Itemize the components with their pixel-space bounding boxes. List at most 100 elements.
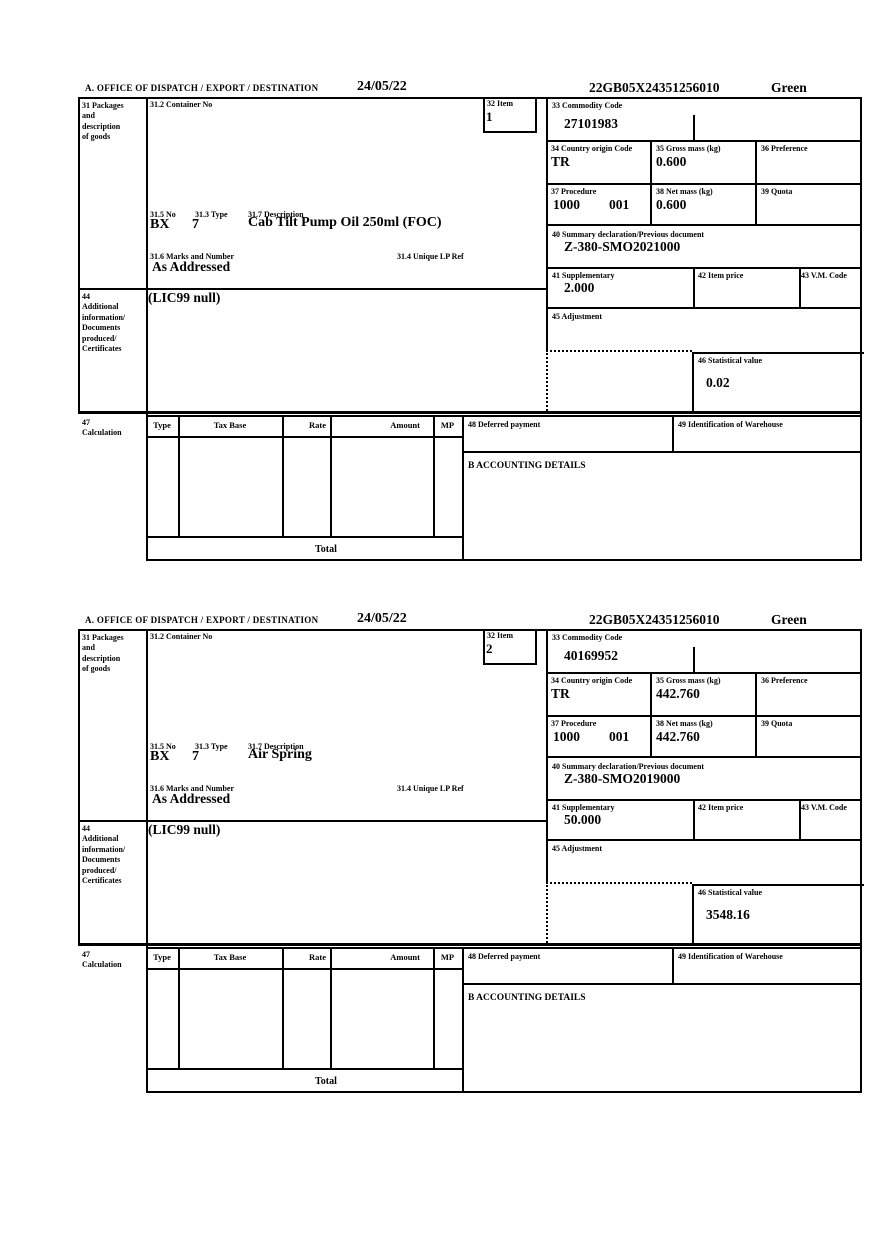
form-line	[178, 947, 180, 1070]
package-no: BX	[150, 217, 170, 232]
form-line	[78, 288, 548, 290]
goods-description: Cab Tilt Pump Oil 250ml (FOC)	[248, 215, 442, 230]
box34-origin-label: 34 Country origin Code	[551, 676, 633, 685]
statistical-value: 0.02	[706, 375, 730, 390]
form-line	[462, 983, 862, 985]
item-number: 1	[486, 109, 493, 124]
box31-6-marks-label: 31.6 Marks and Number	[150, 784, 235, 793]
form-line	[546, 715, 862, 717]
form-line	[78, 411, 862, 414]
form-line	[693, 799, 695, 839]
form-line	[146, 1091, 862, 1093]
form-line	[546, 224, 862, 226]
box31-2-container-label: 31.2 Container No	[150, 100, 213, 109]
form-line	[546, 307, 862, 309]
form-line	[282, 415, 284, 538]
net-mass-value: 0.600	[656, 197, 687, 212]
box40-summary-declaration-label: 40 Summary declaration/Previous document	[552, 762, 705, 771]
box32-item-label: 32 Item	[487, 99, 513, 108]
box31-packages-label: 31 Packages and description of goods	[82, 101, 124, 142]
statistical-value-box	[692, 352, 864, 413]
supplementary-units: 50.000	[564, 812, 602, 827]
box35-gross-mass-label: 35 Gross mass (kg)	[656, 676, 721, 685]
procedure-extension: 001	[609, 729, 630, 744]
box45-adjustment-label: 45 Adjustment	[552, 312, 603, 321]
box41-supplementary-label: 41 Supplementary	[552, 803, 615, 812]
form-line	[146, 559, 862, 561]
form-line	[546, 839, 862, 841]
box48-deferred-payment-label: 48 Deferred payment	[468, 952, 541, 961]
calc-col-type-header: Type	[153, 952, 171, 962]
form-line	[146, 1068, 464, 1070]
box44-additional-info-label: 44 Additional information/ Documents pro…	[82, 292, 126, 353]
box37-procedure-label: 37 Procedure	[551, 187, 597, 196]
form-line	[672, 415, 674, 453]
net-mass-value: 442.760	[656, 729, 700, 744]
item-number-box	[483, 97, 537, 133]
form-line	[755, 140, 757, 224]
box31-4-lp-ref-label: 31.4 Unique LP Ref	[397, 252, 464, 261]
declaration-reference: 22GB05X24351256010	[589, 612, 720, 627]
marks-and-number: As Addressed	[152, 791, 231, 806]
routing-indicator: Green	[771, 80, 807, 95]
box46-statistical-value-label: 46 Statistical value	[698, 888, 762, 897]
box31-packages-label: 31 Packages and description of goods	[82, 633, 124, 674]
form-line	[146, 436, 462, 438]
additional-information: (LIC99 null)	[148, 290, 221, 305]
gross-mass-value: 0.600	[656, 154, 687, 169]
form-line	[78, 97, 862, 99]
box35-gross-mass-label: 35 Gross mass (kg)	[656, 144, 721, 153]
form-dotted-line	[546, 882, 692, 884]
declaration-reference: 22GB05X24351256010	[589, 80, 720, 95]
form-line	[78, 629, 862, 631]
box46-statistical-value-label: 46 Statistical value	[698, 356, 762, 365]
box48-deferred-payment-label: 48 Deferred payment	[468, 420, 541, 429]
box31-6-marks-label: 31.6 Marks and Number	[150, 252, 235, 261]
country-origin-code: TR	[551, 154, 570, 169]
accounting-details-label: B ACCOUNTING DETAILS	[468, 993, 586, 1003]
box39-quota-label: 39 Quota	[761, 719, 793, 728]
form-line	[330, 947, 332, 1070]
item-number: 2	[486, 641, 493, 656]
additional-information: (LIC99 null)	[148, 822, 221, 837]
declaration-item-section: A. OFFICE OF DISPATCH / EXPORT / DESTINA…	[78, 79, 864, 562]
form-line	[78, 629, 80, 946]
box31-5-no-label: 31.5 No	[150, 210, 176, 219]
box32-item-label: 32 Item	[487, 631, 513, 640]
box45-adjustment-label: 45 Adjustment	[552, 844, 603, 853]
form-line	[799, 267, 801, 307]
form-line	[546, 267, 862, 269]
box31-7-description-label: 31.7 Description	[248, 742, 304, 751]
calc-col-amount-header: Amount	[390, 420, 420, 430]
commodity-code-separator	[693, 647, 695, 672]
form-line	[78, 820, 548, 822]
box38-net-mass-label: 38 Net mass (kg)	[656, 719, 713, 728]
form-line	[672, 947, 674, 985]
box42-item-price-label: 42 Item price	[698, 803, 744, 812]
form-line	[462, 415, 464, 561]
goods-description: Air Spring	[248, 747, 312, 762]
dispatch-date: 24/05/22	[357, 79, 407, 94]
form-line	[146, 947, 862, 949]
box49-warehouse-label: 49 Identification of Warehouse	[678, 420, 783, 429]
form-line	[146, 629, 148, 1093]
form-dotted-line	[546, 882, 548, 943]
form-line	[462, 451, 862, 453]
box39-quota-label: 39 Quota	[761, 187, 793, 196]
previous-document: Z-380-SMO2019000	[564, 771, 681, 786]
box34-origin-label: 34 Country origin Code	[551, 144, 633, 153]
form-line	[650, 672, 652, 756]
marks-and-number: As Addressed	[152, 259, 231, 274]
routing-indicator: Green	[771, 612, 807, 627]
commodity-code: 40169952	[564, 648, 618, 663]
office-of-dispatch-label: A. OFFICE OF DISPATCH / EXPORT / DESTINA…	[85, 615, 319, 625]
calc-col-amount-header: Amount	[390, 952, 420, 962]
statistical-value: 3548.16	[706, 907, 750, 922]
item-number-box	[483, 629, 537, 665]
form-dotted-line	[546, 350, 692, 352]
procedure-extension: 001	[609, 197, 630, 212]
form-line	[330, 415, 332, 538]
calc-col-rate-header: Rate	[309, 420, 326, 430]
box31-3-type-label: 31.3 Type	[195, 210, 228, 219]
form-line	[78, 97, 80, 414]
